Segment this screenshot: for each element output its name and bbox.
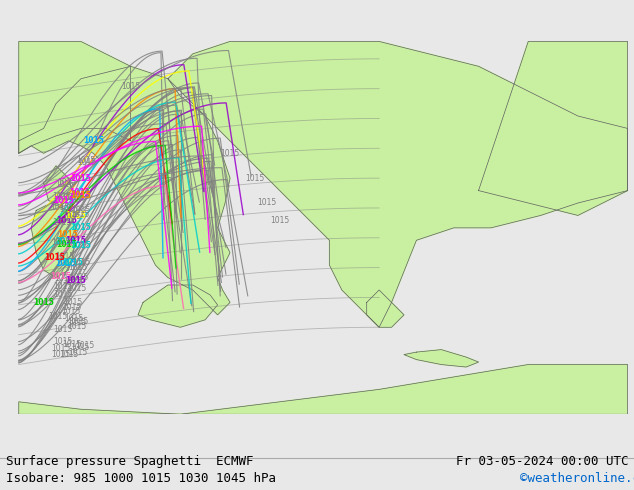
Text: 1015: 1015	[56, 240, 77, 249]
Text: 1015: 1015	[70, 191, 91, 200]
Text: Isobare: 985 1000 1015 1030 1045 hPa: Isobare: 985 1000 1015 1030 1045 hPa	[6, 472, 276, 485]
Text: 1015: 1015	[65, 275, 86, 285]
Polygon shape	[479, 42, 628, 216]
Text: 1015: 1015	[60, 350, 79, 359]
Text: 1015: 1015	[55, 259, 76, 268]
Text: 1015: 1015	[70, 317, 89, 326]
Text: 1015: 1015	[257, 198, 277, 207]
Text: 1015: 1015	[55, 252, 75, 261]
Text: 1015: 1015	[63, 277, 82, 286]
Text: 1015: 1015	[51, 272, 72, 281]
Text: 1015: 1015	[70, 223, 91, 232]
Text: 1015: 1015	[51, 344, 70, 353]
Text: 1015: 1015	[69, 188, 90, 196]
Text: Fr 03-05-2024 00:00 UTC (00+48): Fr 03-05-2024 00:00 UTC (00+48)	[456, 455, 634, 468]
Text: 1015: 1015	[62, 340, 81, 349]
Text: 1015: 1015	[62, 303, 81, 312]
Text: 1015: 1015	[63, 297, 82, 307]
Text: 1015: 1015	[56, 194, 76, 202]
Polygon shape	[138, 285, 217, 327]
Text: 1015: 1015	[64, 314, 84, 322]
Text: 1015: 1015	[33, 298, 54, 307]
Text: 1015: 1015	[56, 216, 77, 224]
Text: 1015: 1015	[270, 216, 289, 225]
Text: 1015: 1015	[55, 180, 74, 189]
Text: 1015: 1015	[57, 178, 76, 187]
Text: 1015: 1015	[77, 158, 97, 167]
Text: 1015: 1015	[70, 343, 89, 352]
Text: 1015: 1015	[44, 253, 65, 262]
Text: 1015: 1015	[121, 82, 140, 91]
Text: 1015: 1015	[67, 284, 87, 293]
Text: 1015: 1015	[53, 290, 73, 299]
Polygon shape	[19, 66, 230, 315]
Text: 1015: 1015	[53, 337, 73, 346]
Text: 1015: 1015	[52, 193, 72, 201]
Text: 1015: 1015	[50, 203, 69, 212]
Text: 1015: 1015	[70, 241, 91, 250]
Text: 1015: 1015	[62, 212, 81, 221]
Text: 1015: 1015	[71, 206, 91, 215]
Polygon shape	[44, 166, 74, 205]
Text: 1015: 1015	[83, 136, 104, 146]
Text: 1015: 1015	[68, 322, 87, 331]
Text: 1015: 1015	[65, 211, 86, 220]
Text: 1015: 1015	[245, 173, 264, 183]
Text: 1015: 1015	[53, 218, 72, 227]
Text: 1015: 1015	[68, 263, 87, 271]
Text: 1015: 1015	[68, 348, 87, 357]
Text: 1015: 1015	[71, 258, 91, 267]
Text: 1015: 1015	[63, 258, 84, 268]
Polygon shape	[366, 290, 404, 327]
Polygon shape	[19, 365, 628, 414]
Text: 1015: 1015	[75, 341, 94, 350]
Text: 1015: 1015	[60, 205, 79, 214]
Text: 1015: 1015	[56, 237, 77, 245]
Text: 1015: 1015	[70, 210, 89, 219]
Text: 1015: 1015	[49, 312, 68, 321]
Text: 1015: 1015	[53, 282, 72, 291]
Text: 1015: 1015	[58, 230, 78, 240]
Text: 1015: 1015	[55, 274, 74, 283]
Polygon shape	[31, 203, 76, 277]
Text: 1015: 1015	[61, 307, 81, 316]
Text: 1015: 1015	[76, 156, 96, 165]
Text: 1015: 1015	[67, 318, 87, 327]
Text: 1015: 1015	[70, 273, 89, 282]
Polygon shape	[19, 42, 131, 153]
Text: 1015: 1015	[221, 149, 240, 158]
Text: 1015: 1015	[53, 196, 74, 205]
Text: 1015: 1015	[54, 325, 73, 335]
Text: 1015: 1015	[71, 190, 90, 199]
Text: ©weatheronline.co.uk: ©weatheronline.co.uk	[520, 472, 634, 485]
Polygon shape	[168, 42, 628, 327]
Text: 1015: 1015	[63, 193, 82, 202]
Polygon shape	[404, 350, 479, 367]
Text: Surface pressure Spaghetti  ECMWF: Surface pressure Spaghetti ECMWF	[6, 455, 254, 468]
Text: 1015: 1015	[51, 238, 70, 246]
Text: 1015: 1015	[65, 236, 86, 245]
Text: 1015: 1015	[70, 173, 91, 183]
Text: 1015: 1015	[51, 350, 70, 359]
